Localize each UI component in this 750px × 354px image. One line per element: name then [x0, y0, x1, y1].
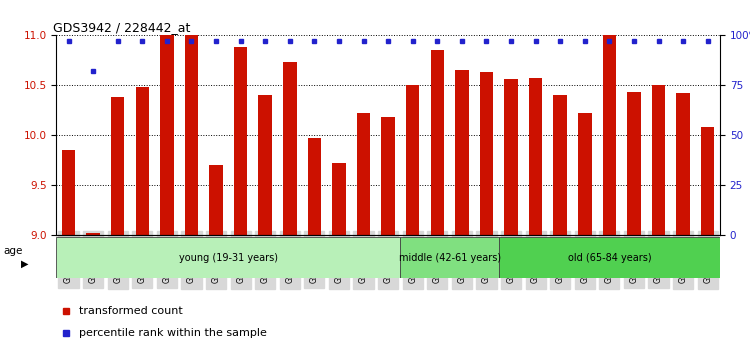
Bar — [430, 50, 444, 235]
Bar — [111, 97, 125, 235]
Text: age: age — [4, 246, 23, 256]
Bar — [578, 113, 592, 235]
Bar — [332, 164, 346, 235]
Bar — [627, 92, 640, 235]
Bar — [62, 150, 75, 235]
Bar — [259, 95, 272, 235]
Bar — [56, 237, 400, 278]
Bar — [499, 237, 720, 278]
Bar — [602, 35, 616, 235]
Text: percentile rank within the sample: percentile rank within the sample — [80, 328, 267, 338]
Bar — [160, 35, 174, 235]
Bar — [381, 118, 395, 235]
Bar — [86, 233, 100, 235]
Text: GDS3942 / 228442_at: GDS3942 / 228442_at — [53, 21, 190, 34]
Text: middle (42-61 years): middle (42-61 years) — [398, 252, 501, 263]
Text: young (19-31 years): young (19-31 years) — [178, 252, 278, 263]
Bar — [209, 165, 223, 235]
Bar — [676, 93, 690, 235]
Bar — [554, 95, 567, 235]
Bar — [136, 87, 149, 235]
Text: ▶: ▶ — [21, 259, 28, 269]
Bar — [234, 47, 248, 235]
Bar — [283, 62, 296, 235]
Text: old (65-84 years): old (65-84 years) — [568, 252, 651, 263]
Bar — [406, 85, 419, 235]
Bar — [652, 85, 665, 235]
Bar — [400, 237, 499, 278]
Bar — [504, 79, 518, 235]
Bar — [308, 138, 321, 235]
Bar — [184, 35, 198, 235]
Bar — [529, 78, 542, 235]
Bar — [357, 113, 370, 235]
Bar — [701, 127, 715, 235]
Bar — [480, 73, 494, 235]
Bar — [455, 70, 469, 235]
Text: transformed count: transformed count — [80, 306, 183, 316]
